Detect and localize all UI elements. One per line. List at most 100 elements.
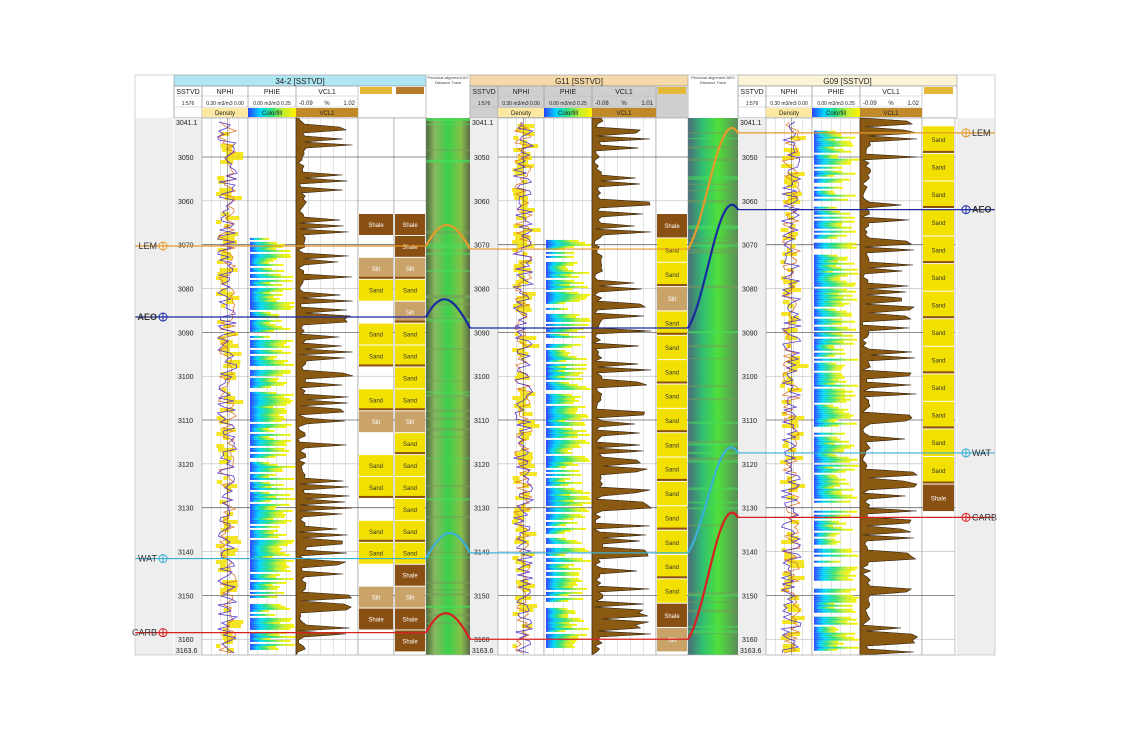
- phie-fill-slice: [814, 540, 841, 543]
- phie-fill-slice: [250, 377, 279, 380]
- phie-fill-slice: [546, 327, 585, 330]
- phie-fill-slice: [814, 616, 852, 619]
- phie-fill-slice: [814, 378, 839, 381]
- density-crossover-fill: [222, 628, 228, 632]
- density-crossover-fill: [517, 456, 533, 460]
- lithology-thin-bed: [359, 408, 393, 411]
- phie-fill-slice: [546, 343, 581, 346]
- depth-column: [738, 118, 766, 655]
- phie-fill-slice: [250, 391, 277, 394]
- phie-fill-slice: [250, 323, 276, 326]
- phie-fill-slice: [814, 258, 848, 261]
- density-crossover-fill: [782, 300, 790, 304]
- phie-fill-slice: [814, 246, 857, 249]
- phie-fill-slice: [546, 585, 573, 588]
- lithology-label: Sand: [403, 508, 417, 514]
- phie-fill-slice: [546, 405, 586, 408]
- correlation-streak: [688, 630, 738, 633]
- lithology-label: Sand: [931, 469, 945, 475]
- density-crossover-fill: [219, 408, 234, 412]
- density-crossover-fill: [216, 292, 233, 296]
- phie-fill-slice: [250, 401, 291, 404]
- density-crossover-fill: [219, 420, 229, 424]
- lithology-thin-bed: [395, 583, 425, 586]
- phie-fill-slice: [814, 608, 853, 611]
- density-crossover-fill: [520, 356, 525, 360]
- lithology-interval-sand: [923, 319, 954, 346]
- lithology-label: Sand: [369, 398, 383, 404]
- phie-fill-slice: [546, 599, 569, 602]
- phie-fill-slice: [250, 399, 293, 402]
- phie-fill-slice: [546, 499, 574, 502]
- correlation-streak: [688, 357, 738, 360]
- density-crossover-fill: [788, 448, 797, 452]
- correlation-streak: [426, 243, 470, 247]
- phie-fill-slice: [546, 269, 574, 272]
- phie-fill-slice: [546, 529, 572, 532]
- density-crossover-fill: [787, 304, 794, 308]
- phie-fill-slice: [250, 509, 293, 512]
- correlation-streak: [426, 391, 470, 394]
- density-crossover-fill: [522, 532, 537, 536]
- lithology-label: Sand: [369, 464, 383, 470]
- lithology-thin-bed: [657, 576, 687, 579]
- lithology-label: Shale: [368, 223, 384, 229]
- phie-fill-slice: [546, 307, 568, 310]
- density-crossover-fill: [513, 264, 524, 268]
- lithology-thin-bed: [359, 627, 393, 630]
- phie-fill-slice: [250, 487, 294, 490]
- lithology-header-swatch: [396, 87, 424, 94]
- density-label: Density: [215, 111, 235, 117]
- lithology-interval-sand: [395, 367, 425, 389]
- phie-fill-slice: [814, 340, 844, 343]
- phie-fill-slice: [814, 354, 835, 357]
- density-crossover-fill: [786, 476, 792, 480]
- phie-fill-slice: [546, 487, 575, 490]
- correlation-streak: [688, 183, 738, 186]
- correlation-streak: [688, 625, 738, 628]
- density-crossover-fill: [223, 476, 228, 480]
- density-crossover-fill: [787, 320, 797, 324]
- density-crossover-fill: [220, 252, 232, 256]
- phie-fill-slice: [546, 621, 570, 624]
- phie-fill-slice: [250, 467, 283, 470]
- lithology-label: Shale: [664, 614, 680, 620]
- phie-fill-slice: [814, 644, 838, 647]
- density-crossover-fill: [519, 604, 538, 608]
- density-crossover-fill: [781, 424, 799, 428]
- phie-fill-slice: [546, 463, 579, 466]
- density-crossover-fill: [522, 412, 533, 416]
- density-crossover-fill: [219, 500, 227, 504]
- density-crossover-fill: [521, 180, 528, 184]
- phie-fill-slice: [814, 294, 853, 297]
- phie-fill-slice: [814, 594, 854, 597]
- density-crossover-fill: [223, 516, 229, 520]
- lithology-interval-sand: [923, 456, 954, 484]
- phie-fill-slice: [250, 419, 282, 422]
- phie-fill-slice: [546, 323, 589, 326]
- phie-fill-slice: [546, 451, 573, 454]
- phie-fill-slice: [250, 423, 292, 426]
- depth-tick-label: 3140: [742, 550, 758, 557]
- phie-fill-slice: [814, 322, 842, 325]
- lithology-label: Shale: [931, 496, 947, 502]
- correlation-panel-title: Personal alignment AO Distance Track: [428, 75, 469, 85]
- phie-fill-slice: [546, 567, 582, 570]
- lithology-label: Sand: [931, 386, 945, 392]
- density-crossover-fill: [784, 604, 800, 608]
- phie-fill-slice: [250, 639, 291, 642]
- vcl1-curve-fill: [859, 117, 919, 656]
- phie-fill-slice: [814, 364, 845, 367]
- phie-fill-slice: [814, 272, 859, 275]
- horizon-correlation-lem: [425, 223, 471, 250]
- density-crossover-fill: [785, 584, 792, 588]
- phie-fill-slice: [250, 343, 285, 346]
- lithology-interval-shale: [359, 214, 393, 235]
- phie-fill-slice: [250, 553, 290, 556]
- phie-fill-slice: [546, 547, 586, 550]
- phie-fill-slice: [546, 295, 588, 298]
- lithology-label: Sand: [931, 331, 945, 337]
- lithology-interval-sand: [359, 323, 393, 345]
- phie-fill-slice: [250, 287, 293, 290]
- lithology-label: Silt: [406, 596, 415, 602]
